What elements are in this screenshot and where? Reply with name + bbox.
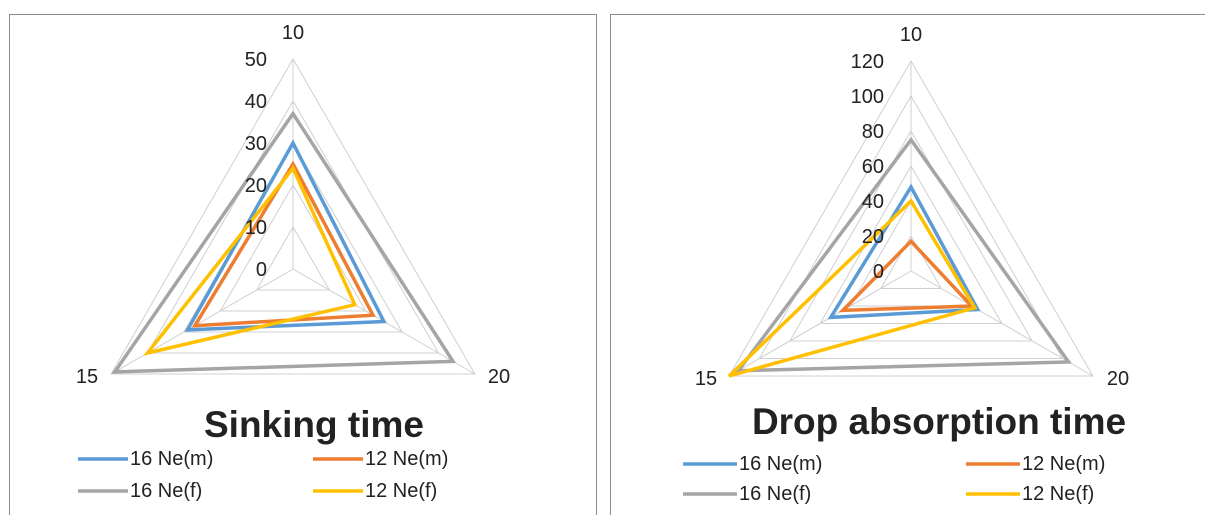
legend-label: 12 Ne(m) [365, 448, 448, 470]
category-label: 20 [1107, 368, 1129, 390]
tick-label: 20 [245, 175, 267, 197]
series-line-3 [111, 110, 457, 374]
tick-label: 10 [245, 217, 267, 239]
series-line-4 [727, 198, 978, 378]
grid-ring [788, 129, 1034, 342]
grid-ring [758, 95, 1064, 359]
series-line-3 [734, 136, 1072, 373]
tick-label: 40 [245, 91, 267, 113]
chart-panel-drop-absorption-time [610, 14, 1205, 515]
category-label: 10 [900, 24, 922, 46]
tick-label: 120 [851, 51, 884, 73]
tick-label: 20 [862, 226, 884, 248]
series-line-4 [143, 164, 358, 356]
grid-ring [255, 226, 331, 291]
tick-label: 0 [256, 259, 267, 281]
chart-title: Drop absorption time [752, 401, 1126, 442]
grid-spoke [110, 268, 294, 375]
legend-label: 12 Ne(f) [1022, 483, 1094, 505]
legend-label: 12 Ne(m) [1022, 453, 1105, 475]
grid-ring [110, 58, 476, 375]
tick-label: 60 [862, 156, 884, 178]
grid-spoke [910, 270, 1094, 377]
series-line-1 [827, 183, 981, 320]
category-label: 10 [282, 22, 304, 44]
tick-label: 0 [873, 261, 884, 283]
category-label: 20 [488, 366, 510, 388]
grid-ring [879, 234, 943, 289]
chart-panel-sinking-time [9, 14, 597, 515]
legend-label: 16 Ne(m) [130, 448, 213, 470]
category-label: 15 [695, 368, 717, 390]
series-line-2 [838, 238, 976, 313]
tick-label: 80 [862, 121, 884, 143]
tick-label: 100 [851, 86, 884, 108]
grid-ring [728, 60, 1094, 377]
legend-label: 16 Ne(f) [130, 480, 202, 502]
tick-label: 30 [245, 133, 267, 155]
chart-title: Sinking time [204, 404, 424, 445]
grid-spoke [728, 270, 912, 377]
category-label: 15 [76, 366, 98, 388]
legend-label: 12 Ne(f) [365, 480, 437, 502]
tick-label: 50 [245, 49, 267, 71]
legend-label: 16 Ne(m) [739, 453, 822, 475]
tick-label: 40 [862, 191, 884, 213]
legend-label: 16 Ne(f) [739, 483, 811, 505]
